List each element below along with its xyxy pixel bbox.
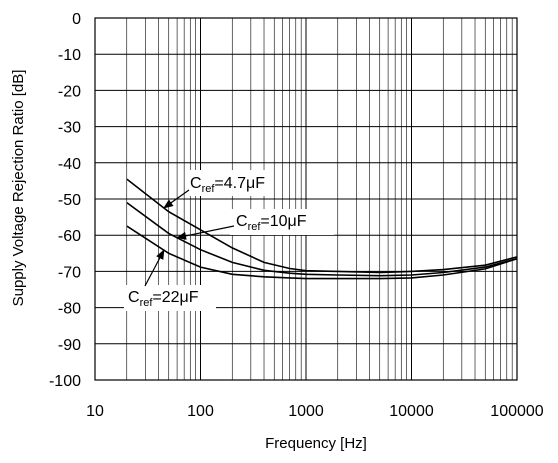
annotation-label-1: Cref=4.7μF <box>190 175 265 195</box>
series-layer <box>126 178 518 280</box>
y-tick-label: 0 <box>72 11 81 28</box>
annotation-arrow <box>144 249 165 287</box>
x-tick-label: 10 <box>86 403 104 420</box>
x-tick-label: 10000 <box>389 403 434 420</box>
annotation-arrow <box>163 189 190 209</box>
x-tick-label: 100 <box>187 403 214 420</box>
tick-labels: 0 -10 -20 -30 -40 -50 -60 -70 -80 -90 -100 10 100 100… <box>49 11 544 420</box>
annotation-background <box>124 285 216 311</box>
series-line-2 <box>126 201 518 277</box>
series-line-1 <box>126 178 518 274</box>
y-tick-label: -10 <box>58 47 81 64</box>
x-tick-label: 1000 <box>288 403 324 420</box>
y-tick-label: -80 <box>58 301 81 318</box>
annotation-arrow <box>176 225 235 240</box>
series-line-3 <box>126 225 518 280</box>
y-tick-label: -90 <box>58 337 81 354</box>
plot-frame <box>94 17 518 381</box>
y-tick-label: -100 <box>49 373 81 390</box>
y-tick-label: -70 <box>58 264 81 281</box>
annotation-background <box>230 209 334 235</box>
grid <box>94 17 518 381</box>
y-tick-label: -20 <box>58 83 81 100</box>
y-axis-label: Supply Voltage Rejection Ratio [dB] <box>10 70 27 307</box>
annotations: Cref=4.7μF Cref=10μF Cref=22μF <box>124 170 334 311</box>
y-tick-label: -60 <box>58 228 81 245</box>
x-tick-label: 100000 <box>490 403 543 420</box>
y-tick-label: -50 <box>58 192 81 209</box>
x-axis-label: Frequency [Hz] <box>265 435 367 452</box>
annotation-background <box>185 170 269 196</box>
annotation-label-3: Cref=22μF <box>128 289 199 309</box>
annotation-label-2: Cref=10μF <box>236 213 307 233</box>
y-tick-label: -30 <box>58 120 81 137</box>
y-tick-label: -40 <box>58 156 81 173</box>
